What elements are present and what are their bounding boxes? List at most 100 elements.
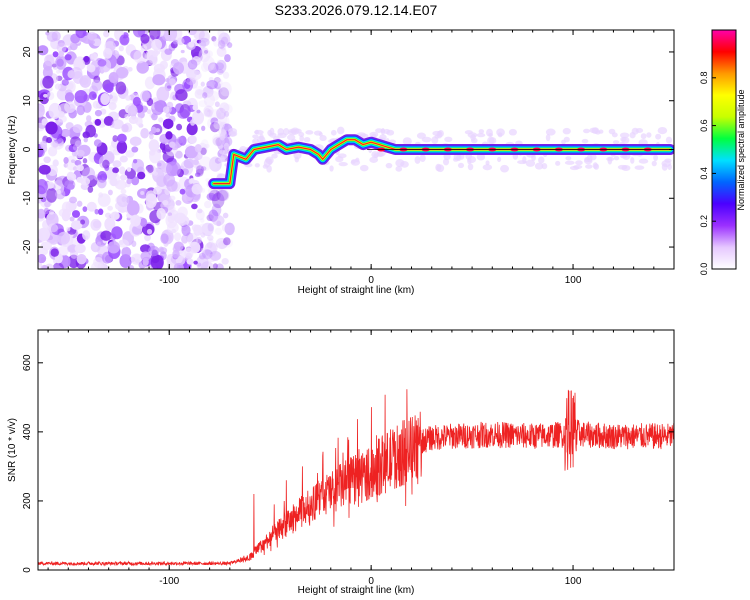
spectrogram-halo-blob <box>350 159 356 164</box>
spectrogram-noise-blob <box>108 102 117 111</box>
spectrogram-noise-blob <box>40 140 48 149</box>
spectrogram-noise-blob <box>172 249 180 259</box>
spectrogram-noise-blob <box>93 256 104 268</box>
spectrogram-halo-blob <box>541 163 548 170</box>
spectrogram-halo-blob <box>263 159 271 168</box>
spectrogram-noise-blob <box>218 240 227 250</box>
spectrogram-noise-blob <box>216 68 224 75</box>
spectrogram-noise-blob <box>194 144 202 153</box>
spectrogram-noise-blob <box>140 33 150 44</box>
spectrogram-noise-blob <box>192 159 199 166</box>
spectrogram-noise-blob <box>47 146 58 157</box>
colorbar-tick-label: 0.8 <box>699 72 709 85</box>
spectrogram-noise-blob <box>126 178 132 185</box>
spectrogram-noise-blob <box>126 167 132 172</box>
spectrogram-noise-blob <box>158 117 164 123</box>
spectrogram-noise-blob <box>184 247 194 259</box>
spectrogram-noise-blob <box>216 107 227 120</box>
spectrogram-noise-blob <box>210 117 219 125</box>
spectrogram-noise-blob <box>86 115 92 122</box>
spectrogram-noise-blob <box>216 220 222 227</box>
snr-series-line <box>38 389 674 567</box>
spectrogram-noise-blob <box>108 72 119 83</box>
spectrogram-noise-blob <box>125 95 132 101</box>
spectrogram-noise-blob <box>83 137 88 143</box>
spectrogram-noise-blob <box>217 39 226 49</box>
spectrogram-noise-blob <box>96 241 102 246</box>
spectrogram-halo-blob <box>564 160 575 165</box>
spectrogram-noise-blob <box>209 109 222 122</box>
spectrogram-noise-blob <box>173 262 185 269</box>
spectrogram-halo-blob <box>254 163 260 168</box>
spectrogram-noise-blob <box>76 164 84 172</box>
spectrogram-noise-blob <box>197 153 202 160</box>
spectrogram-noise-blob <box>219 102 230 114</box>
spectrogram-halo-blob <box>665 136 673 144</box>
spectrogram-noise-blob <box>76 105 85 116</box>
snr-ytick-label: 400 <box>22 423 33 440</box>
spectrogram-noise-blob <box>46 31 58 42</box>
spectrogram-noise-blob <box>136 61 149 74</box>
spectrogram-noise-blob <box>200 139 209 150</box>
spectrogram-halo-blob <box>607 156 613 165</box>
spectrogram-noise-blob <box>188 41 195 48</box>
spectrogram-halo-blob <box>470 134 476 141</box>
spectrogram-halo-blob <box>318 132 323 137</box>
spectrogram-noise-blob <box>216 59 227 74</box>
spectrogram-noise-blob <box>216 59 223 67</box>
spectrogram-noise-blob <box>219 115 230 128</box>
spectrogram-halo-blob <box>561 139 566 145</box>
spectrogram-noise-blob <box>42 66 53 79</box>
spectrogram-noise-blob <box>202 92 208 99</box>
spectrogram-noise-blob <box>180 49 185 54</box>
spectrogram-noise-blob <box>213 38 220 47</box>
snr-background <box>38 330 674 570</box>
spectrogram-noise-blob <box>97 175 103 181</box>
spectrogram-halo-blob <box>583 128 591 134</box>
spectrogram-noise-blob <box>165 131 173 140</box>
spectrogram-noise-blob <box>140 191 145 195</box>
spectrogram-halo-blob <box>482 164 493 171</box>
spectrogram-noise-blob <box>203 111 210 117</box>
spectrogram-halo-blob <box>298 131 305 138</box>
spectrogram-noise-blob <box>94 109 102 117</box>
spectrogram-noise-blob <box>67 244 77 253</box>
spectrogram-noise-blob <box>201 62 210 73</box>
spectrogram-halo-blob <box>545 128 556 136</box>
spectrogram-noise-blob <box>111 226 123 240</box>
spectrogram-noise-blob <box>197 208 203 214</box>
spectrogram-noise-blob <box>166 101 174 109</box>
spectrogram-noise-blob <box>192 104 199 111</box>
spectrogram-xtick-label: 100 <box>565 275 582 286</box>
spectrogram-noise-blob <box>57 231 70 245</box>
spectrogram-noise-blob <box>156 207 166 220</box>
spectrogram-noise-blob <box>191 110 205 125</box>
spectrogram-noise-blob <box>134 253 141 260</box>
spectrogram-noise-blob <box>187 30 197 36</box>
spectrogram-noise-blob <box>46 91 55 101</box>
spectrogram-halo-blob <box>500 164 509 173</box>
spectrogram-ytick-label: -10 <box>22 191 33 206</box>
spectrogram-noise-blob <box>92 38 102 47</box>
spectrogram-noise-blob <box>116 193 130 208</box>
spectrogram-noise-blob <box>199 156 213 171</box>
spectrogram-noise-blob <box>188 135 197 144</box>
spectrogram-noise-blob <box>205 50 214 58</box>
spectrogram-noise-blob <box>52 141 59 148</box>
spectrogram-noise-blob <box>215 137 223 147</box>
spectrogram-noise-blob <box>103 30 110 38</box>
spectrogram-noise-blob <box>203 105 214 117</box>
snr-frame <box>37 329 675 571</box>
spectrogram-noise-blob <box>107 241 120 254</box>
spectrogram-noise-blob <box>139 217 148 227</box>
spectrogram-halo-blob <box>486 128 493 137</box>
spectrogram-noise-blob <box>224 222 235 236</box>
spectrogram-noise-blob <box>98 208 104 216</box>
spectrogram-noise-blob <box>107 205 113 211</box>
spectrogram-noise-blob <box>67 70 76 79</box>
spectrogram-noise-blob <box>189 70 202 81</box>
spectrogram-halo-blob <box>621 136 630 144</box>
spectrogram-noise-blob <box>167 254 172 260</box>
spectrogram-noise-blob <box>48 102 62 119</box>
